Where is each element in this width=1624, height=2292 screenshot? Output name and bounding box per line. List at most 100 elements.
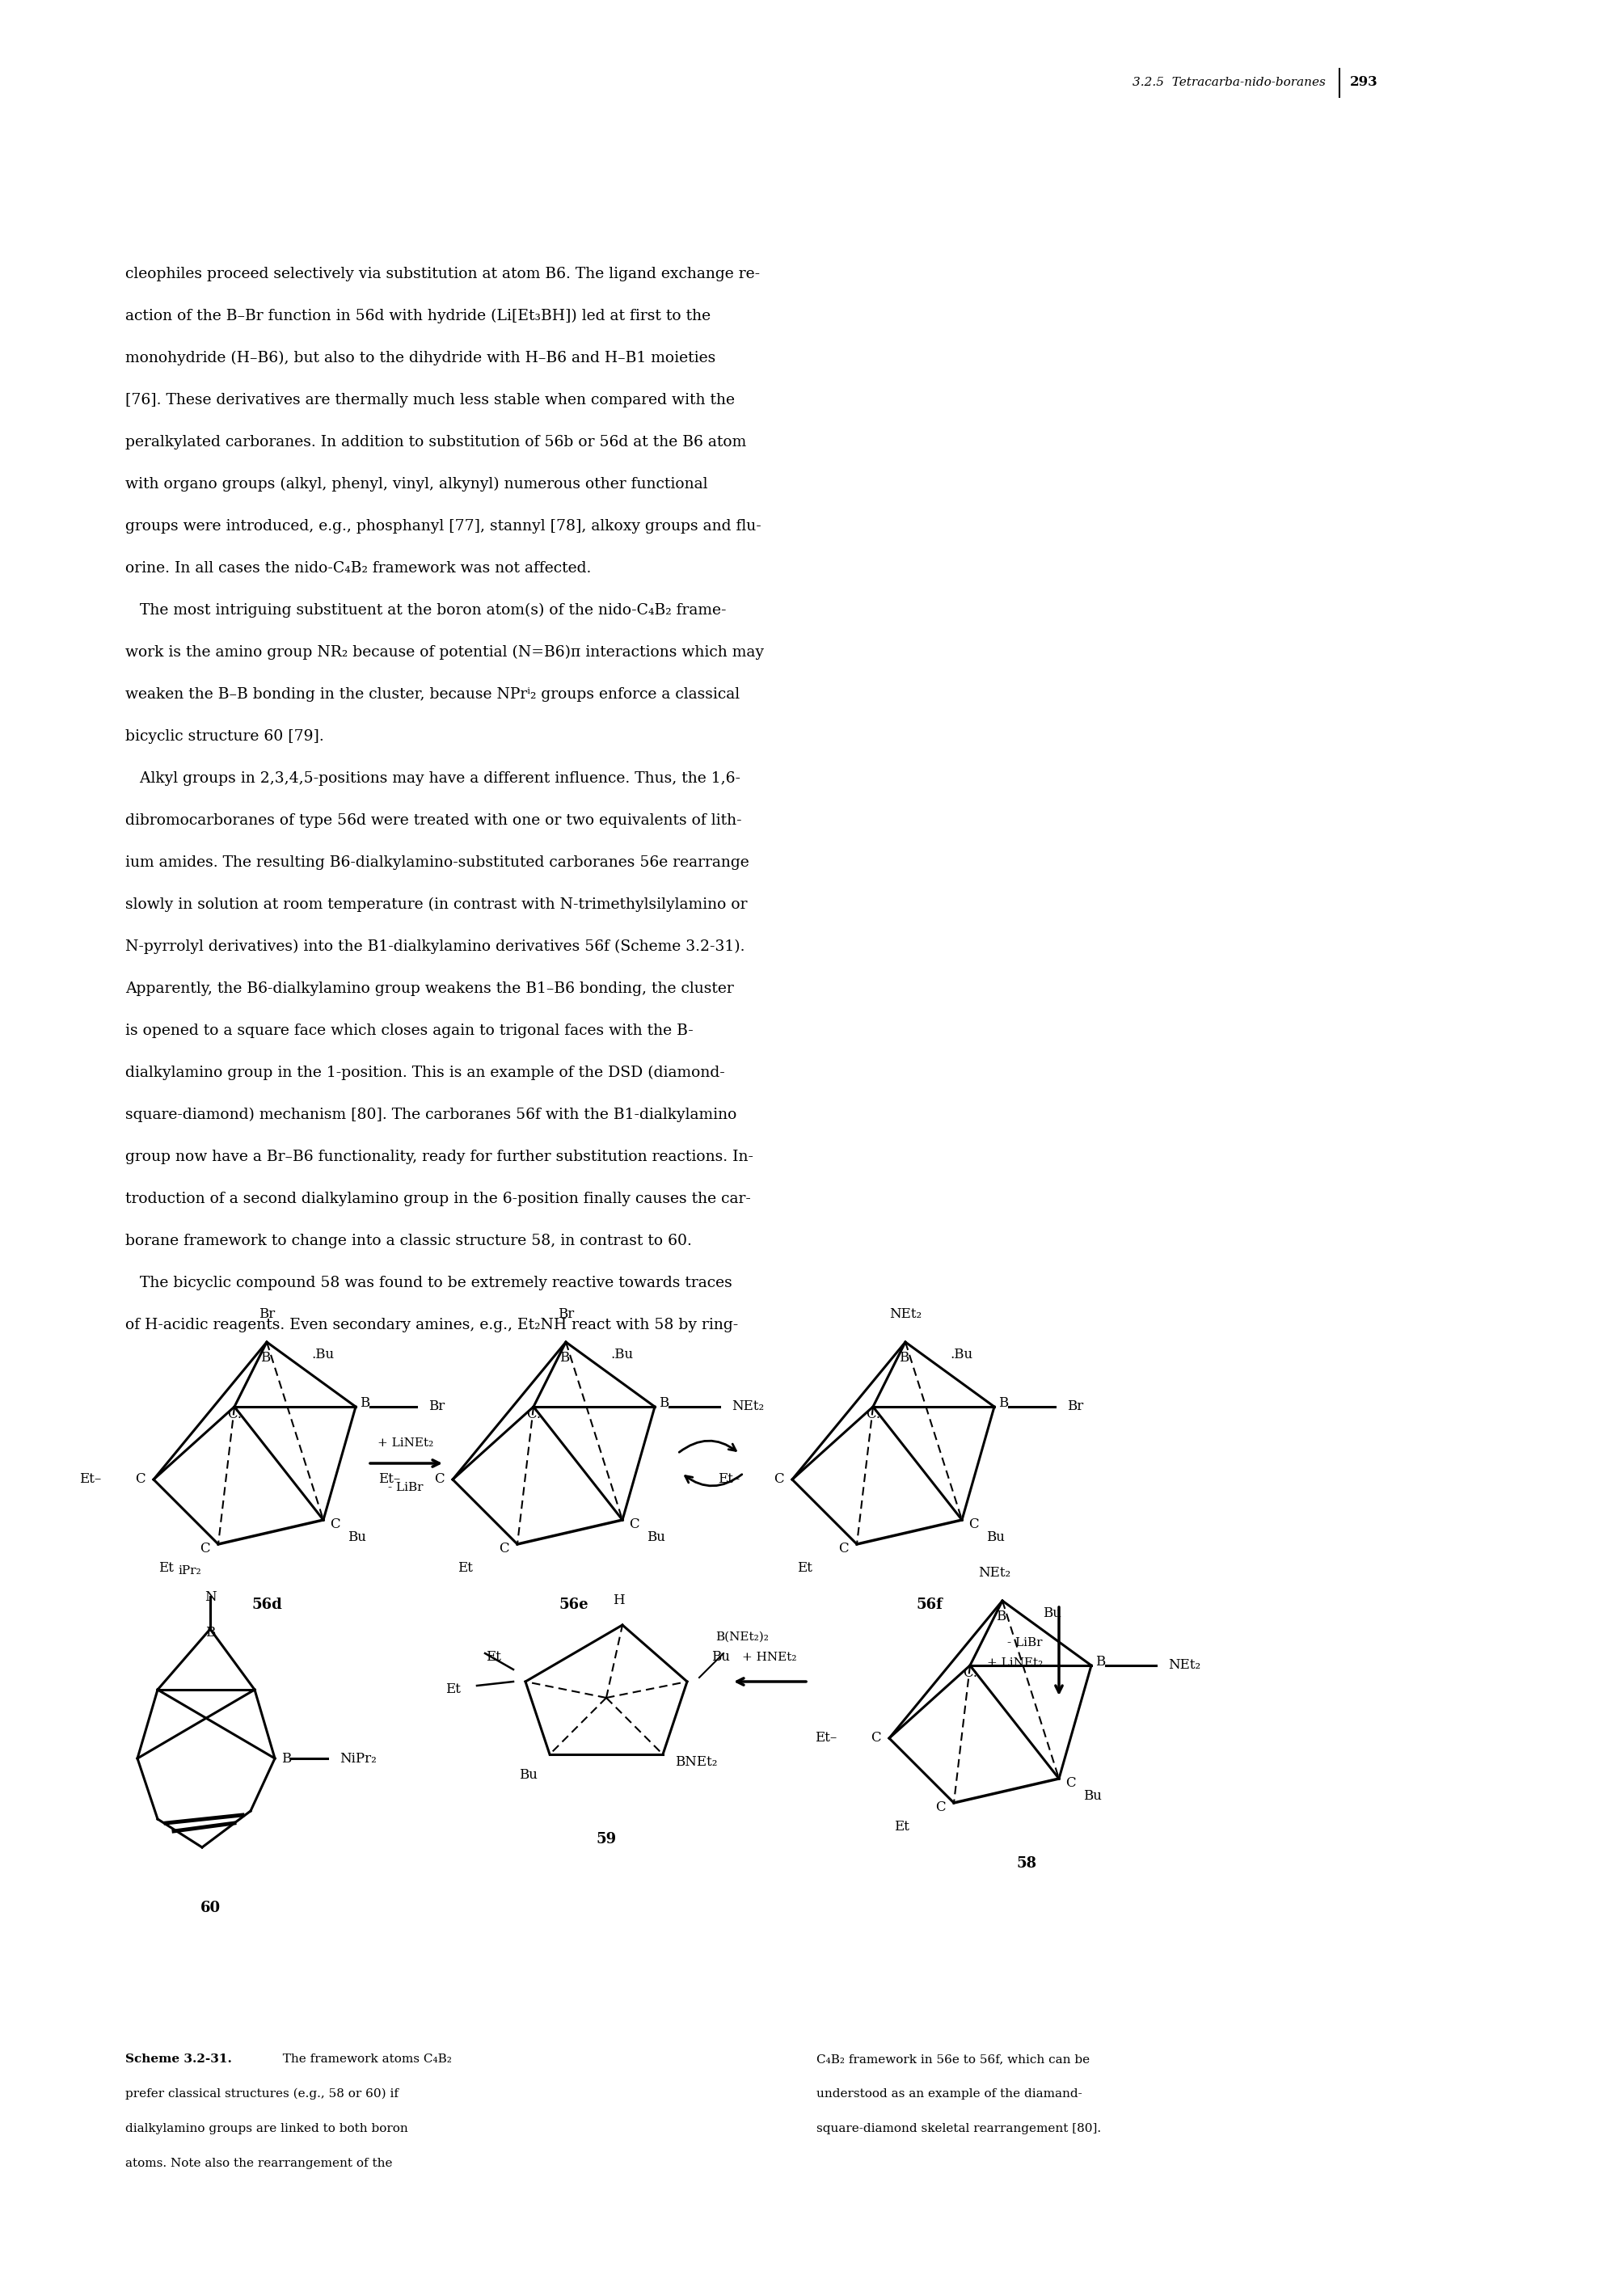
Text: B: B — [999, 1396, 1009, 1410]
Text: Bu: Bu — [348, 1531, 365, 1545]
Text: group now have a Br–B6 functionality, ready for further substitution reactions. : group now have a Br–B6 functionality, re… — [125, 1151, 754, 1164]
Text: square-diamond) mechanism [80]. The carboranes 56f with the B1-dialkylamino: square-diamond) mechanism [80]. The carb… — [125, 1107, 737, 1123]
Text: C: C — [838, 1540, 849, 1554]
Text: Et: Et — [159, 1561, 174, 1575]
Text: C: C — [200, 1540, 209, 1554]
Text: dialkylamino groups are linked to both boron: dialkylamino groups are linked to both b… — [125, 2122, 408, 2134]
Text: slowly in solution at room temperature (in contrast with N-trimethylsilylamino o: slowly in solution at room temperature (… — [125, 898, 747, 912]
Text: Br: Br — [429, 1400, 445, 1414]
Text: C: C — [968, 1517, 979, 1531]
Text: Et: Et — [797, 1561, 812, 1575]
Text: groups were introduced, e.g., phosphanyl [77], stannyl [78], alkoxy groups and f: groups were introduced, e.g., phosphanyl… — [125, 518, 762, 534]
Text: Et: Et — [486, 1650, 502, 1664]
Text: Scheme 3.2-31.: Scheme 3.2-31. — [125, 2054, 232, 2065]
Text: NEt₂: NEt₂ — [978, 1565, 1010, 1579]
Text: Et–: Et– — [815, 1730, 836, 1744]
Text: - LiBr: - LiBr — [388, 1483, 424, 1492]
Text: of H-acidic reagents. Even secondary amines, e.g., Et₂NH react with 58 by ring-: of H-acidic reagents. Even secondary ami… — [125, 1318, 739, 1332]
Text: NEt₂: NEt₂ — [1168, 1659, 1200, 1673]
Text: B(NEt₂)₂: B(NEt₂)₂ — [716, 1632, 768, 1643]
Text: action of the B–Br function in 56d with hydride (Li[Et₃BH]) led at first to the: action of the B–Br function in 56d with … — [125, 309, 711, 323]
Text: 56f: 56f — [916, 1598, 944, 1611]
Text: troduction of a second dialkylamino group in the 6-position finally causes the c: troduction of a second dialkylamino grou… — [125, 1192, 750, 1206]
Text: monohydride (H–B6), but also to the dihydride with H–B6 and H–B1 moieties: monohydride (H–B6), but also to the dihy… — [125, 351, 716, 367]
Text: B: B — [260, 1352, 270, 1366]
Text: Br: Br — [557, 1306, 573, 1320]
Text: Et–: Et– — [378, 1474, 400, 1488]
Text: prefer classical structures (e.g., 58 or 60) if: prefer classical structures (e.g., 58 or… — [125, 2088, 398, 2099]
Text: Bu: Bu — [646, 1531, 666, 1545]
Text: NEt₂: NEt₂ — [731, 1400, 763, 1414]
Text: Alkyl groups in 2,3,4,5-positions may have a different influence. Thus, the 1,6-: Alkyl groups in 2,3,4,5-positions may ha… — [125, 772, 741, 786]
Text: - LiBr: - LiBr — [1007, 1636, 1043, 1648]
Text: orine. In all cases the nido-C₄B₂ framework was not affected.: orine. In all cases the nido-C₄B₂ framew… — [125, 562, 591, 575]
Text: C:: C: — [227, 1407, 242, 1421]
Text: BNEt₂: BNEt₂ — [676, 1756, 718, 1769]
Text: C: C — [870, 1730, 882, 1744]
Text: peralkylated carboranes. In addition to substitution of 56b or 56d at the B6 ato: peralkylated carboranes. In addition to … — [125, 435, 747, 449]
Text: B: B — [996, 1609, 1005, 1623]
Text: Bu: Bu — [986, 1531, 1005, 1545]
Text: C:: C: — [866, 1407, 880, 1421]
Text: Et: Et — [445, 1682, 461, 1696]
Text: dibromocarboranes of type 56d were treated with one or two equivalents of lith-: dibromocarboranes of type 56d were treat… — [125, 814, 742, 827]
Text: C₄B₂ framework in 56e to 56f, which can be: C₄B₂ framework in 56e to 56f, which can … — [817, 2054, 1090, 2065]
Text: Bu: Bu — [711, 1650, 729, 1664]
Text: 56d: 56d — [252, 1598, 283, 1611]
Text: C:: C: — [963, 1666, 978, 1680]
Text: work is the amino group NR₂ because of potential (N=B6)π interactions which may: work is the amino group NR₂ because of p… — [125, 644, 763, 660]
Text: dialkylamino group in the 1-position. This is an example of the DSD (diamond-: dialkylamino group in the 1-position. Th… — [125, 1066, 724, 1080]
Text: N-pyrrolyl derivatives) into the B1-dialkylamino derivatives 56f (Scheme 3.2-31): N-pyrrolyl derivatives) into the B1-dial… — [125, 940, 745, 953]
Text: Bu: Bu — [1083, 1790, 1101, 1804]
Text: with organo groups (alkyl, phenyl, vinyl, alkynyl) numerous other functional: with organo groups (alkyl, phenyl, vinyl… — [125, 477, 708, 493]
Text: B: B — [361, 1396, 370, 1410]
Text: B: B — [1095, 1655, 1106, 1669]
Text: + HNEt₂: + HNEt₂ — [742, 1653, 797, 1664]
Text: C: C — [1065, 1776, 1075, 1790]
Text: C: C — [135, 1474, 146, 1488]
Text: 293: 293 — [1350, 76, 1379, 89]
Text: Et–: Et– — [718, 1474, 739, 1488]
Text: C: C — [330, 1517, 339, 1531]
Text: Et: Et — [895, 1820, 909, 1834]
Text: C: C — [775, 1474, 784, 1488]
Text: Br: Br — [1067, 1400, 1083, 1414]
Text: B: B — [205, 1627, 214, 1641]
Text: weaken the B–B bonding in the cluster, because NPrⁱ₂ groups enforce a classical: weaken the B–B bonding in the cluster, b… — [125, 688, 741, 701]
Text: Apparently, the B6-dialkylamino group weakens the B1–B6 bonding, the cluster: Apparently, the B6-dialkylamino group we… — [125, 981, 734, 997]
Text: B: B — [659, 1396, 669, 1410]
Text: The framework atoms C₄B₂: The framework atoms C₄B₂ — [274, 2054, 451, 2065]
Text: 59: 59 — [596, 1831, 617, 1847]
Text: 56e: 56e — [559, 1598, 590, 1611]
Text: Et: Et — [458, 1561, 473, 1575]
Text: C: C — [434, 1474, 445, 1488]
Text: B: B — [898, 1352, 909, 1366]
Text: + LiNEt₂: + LiNEt₂ — [987, 1657, 1043, 1669]
Text: understood as an example of the diamand-: understood as an example of the diamand- — [817, 2088, 1082, 2099]
Text: ium amides. The resulting B6-dialkylamino-substituted carboranes 56e rearrange: ium amides. The resulting B6-dialkylamin… — [125, 855, 749, 871]
Text: .Bu: .Bu — [950, 1348, 973, 1361]
Text: borane framework to change into a classic structure 58, in contrast to 60.: borane framework to change into a classi… — [125, 1233, 692, 1249]
Text: .Bu: .Bu — [611, 1348, 633, 1361]
Text: The most intriguing substituent at the boron atom(s) of the nido-C₄B₂ frame-: The most intriguing substituent at the b… — [125, 603, 726, 619]
Text: 58: 58 — [1017, 1857, 1036, 1870]
Text: NiPr₂: NiPr₂ — [339, 1751, 377, 1765]
Text: Br: Br — [258, 1306, 274, 1320]
Text: The bicyclic compound 58 was found to be extremely reactive towards traces: The bicyclic compound 58 was found to be… — [125, 1277, 732, 1290]
Text: 3.2.5  Tetracarba-nido-boranes: 3.2.5 Tetracarba-nido-boranes — [1132, 78, 1325, 87]
Text: NEt₂: NEt₂ — [890, 1306, 921, 1320]
Text: C:: C: — [526, 1407, 541, 1421]
Text: C: C — [628, 1517, 640, 1531]
Text: [76]. These derivatives are thermally much less stable when compared with the: [76]. These derivatives are thermally mu… — [125, 392, 734, 408]
Text: .Bu: .Bu — [312, 1348, 335, 1361]
Text: bicyclic structure 60 [79].: bicyclic structure 60 [79]. — [125, 729, 323, 745]
Text: B: B — [281, 1751, 291, 1765]
Text: N: N — [205, 1591, 216, 1604]
Text: B: B — [559, 1352, 568, 1366]
Text: atoms. Note also the rearrangement of the: atoms. Note also the rearrangement of th… — [125, 2157, 393, 2168]
Text: + LiNEt₂: + LiNEt₂ — [378, 1437, 434, 1449]
Text: Bu: Bu — [1043, 1607, 1060, 1620]
Text: H: H — [612, 1593, 624, 1607]
Text: C: C — [499, 1540, 510, 1554]
Text: 60: 60 — [200, 1900, 221, 1916]
